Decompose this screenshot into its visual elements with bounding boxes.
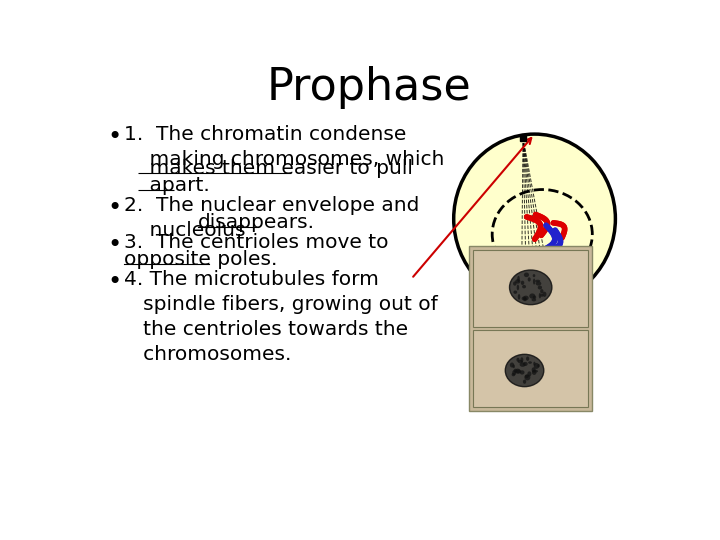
Text: •: • (107, 195, 122, 220)
Ellipse shape (513, 281, 516, 286)
Text: 2.  The nuclear envelope and
    nucleolus: 2. The nuclear envelope and nucleolus (124, 195, 420, 240)
Ellipse shape (531, 299, 536, 301)
Ellipse shape (516, 279, 521, 284)
Ellipse shape (531, 367, 536, 373)
Ellipse shape (535, 280, 540, 282)
Ellipse shape (539, 293, 541, 299)
Text: makes them easier to pull: makes them easier to pull (124, 159, 413, 178)
Ellipse shape (521, 281, 524, 285)
Ellipse shape (510, 362, 514, 368)
Ellipse shape (516, 369, 521, 374)
Ellipse shape (512, 373, 515, 376)
Ellipse shape (528, 361, 532, 364)
Ellipse shape (517, 276, 520, 282)
Ellipse shape (522, 285, 526, 288)
Text: 1.  The chromatin condense
    making chromosomes, which: 1. The chromatin condense making chromos… (124, 125, 444, 169)
Text: 3.  The centrioles move to: 3. The centrioles move to (124, 233, 389, 252)
Ellipse shape (527, 372, 531, 376)
Ellipse shape (533, 279, 536, 285)
Ellipse shape (532, 370, 536, 375)
FancyBboxPatch shape (520, 135, 526, 141)
Text: disappears.: disappears. (198, 213, 315, 232)
Ellipse shape (524, 273, 529, 277)
FancyBboxPatch shape (473, 251, 588, 327)
Ellipse shape (524, 374, 531, 380)
Ellipse shape (521, 357, 523, 362)
Text: apart.: apart. (124, 176, 210, 195)
Text: •: • (107, 125, 122, 149)
Ellipse shape (537, 364, 540, 367)
Text: •: • (107, 269, 122, 294)
Ellipse shape (520, 362, 526, 367)
Ellipse shape (520, 370, 525, 375)
Ellipse shape (523, 298, 527, 301)
Ellipse shape (528, 277, 531, 281)
Ellipse shape (513, 369, 518, 373)
Ellipse shape (510, 270, 552, 305)
FancyBboxPatch shape (473, 330, 588, 408)
Ellipse shape (538, 286, 542, 289)
Ellipse shape (517, 285, 519, 291)
Ellipse shape (513, 364, 515, 368)
Ellipse shape (533, 295, 536, 299)
Text: Prophase: Prophase (266, 66, 472, 110)
Ellipse shape (523, 295, 528, 300)
Ellipse shape (526, 356, 529, 361)
Ellipse shape (512, 370, 516, 375)
Ellipse shape (541, 294, 544, 297)
FancyBboxPatch shape (469, 246, 593, 411)
Text: opposite poles.: opposite poles. (124, 249, 277, 268)
Text: •: • (107, 233, 122, 256)
Ellipse shape (516, 357, 520, 362)
Ellipse shape (540, 289, 544, 294)
Ellipse shape (515, 369, 521, 374)
Ellipse shape (529, 293, 535, 299)
Ellipse shape (534, 363, 539, 369)
Ellipse shape (525, 375, 528, 378)
FancyBboxPatch shape (534, 293, 540, 299)
Ellipse shape (533, 370, 538, 373)
Text: 4. The microtubules form
   spindle fibers, growing out of
   the centrioles tow: 4. The microtubules form spindle fibers,… (124, 269, 438, 363)
Ellipse shape (533, 274, 536, 277)
Ellipse shape (543, 292, 546, 297)
Ellipse shape (534, 362, 536, 366)
Ellipse shape (518, 294, 521, 300)
Ellipse shape (536, 281, 541, 286)
Ellipse shape (521, 296, 526, 300)
Ellipse shape (505, 354, 544, 387)
Ellipse shape (513, 291, 517, 294)
Ellipse shape (518, 360, 523, 363)
Ellipse shape (454, 134, 616, 303)
Ellipse shape (523, 362, 528, 366)
Ellipse shape (523, 380, 526, 384)
